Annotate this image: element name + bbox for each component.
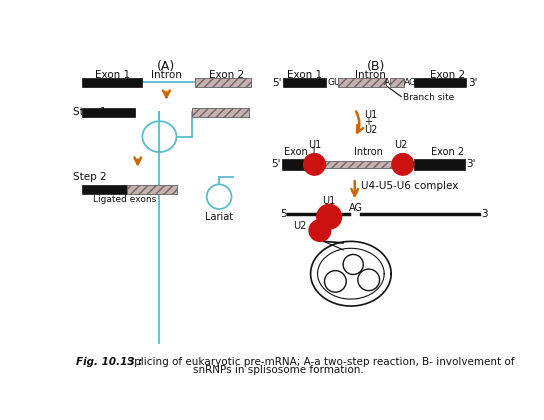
Bar [192, 108, 249, 117]
Text: U1: U1 [364, 110, 378, 120]
Circle shape [392, 154, 413, 175]
Text: Step 1: Step 1 [73, 107, 106, 117]
Bar [82, 78, 143, 87]
Bar [338, 78, 386, 87]
Text: AG: AG [349, 203, 362, 213]
Circle shape [325, 270, 346, 292]
Text: Lariat: Lariat [205, 212, 233, 222]
Bar [192, 108, 249, 117]
Circle shape [358, 269, 380, 291]
Text: Fig. 10.13 :: Fig. 10.13 : [76, 357, 142, 367]
Circle shape [304, 154, 325, 175]
Text: (A): (A) [157, 60, 176, 73]
Bar [195, 78, 251, 87]
Bar [82, 108, 135, 117]
Text: U2: U2 [364, 125, 378, 135]
Text: Ligated exons: Ligated exons [93, 195, 156, 204]
Text: 3': 3' [466, 159, 476, 169]
Bar [195, 78, 251, 87]
Text: 3: 3 [481, 210, 488, 219]
Text: 5': 5' [271, 159, 280, 169]
Bar [325, 160, 399, 168]
Text: (B): (B) [367, 60, 385, 73]
Text: Exon 2: Exon 2 [431, 147, 465, 157]
Text: Exon 2: Exon 2 [430, 71, 465, 80]
Text: Intron: Intron [354, 147, 383, 157]
Text: Exon 1: Exon 1 [284, 147, 317, 157]
Bar [390, 78, 404, 87]
Text: Exon 1: Exon 1 [287, 71, 322, 80]
Text: Intron: Intron [151, 71, 182, 80]
Text: A: A [384, 78, 390, 87]
Bar [390, 78, 404, 87]
Bar [325, 160, 399, 168]
Text: U2: U2 [394, 140, 408, 150]
Bar [82, 185, 127, 194]
Text: Splicing of eukaryotic pre-mRNA; A-a two-step reaction, B- involvement of: Splicing of eukaryotic pre-mRNA; A-a two… [121, 357, 514, 367]
Text: +: + [364, 117, 372, 127]
Text: U1: U1 [308, 140, 321, 150]
Text: Intron: Intron [355, 71, 386, 80]
Text: 3': 3' [468, 78, 478, 88]
Bar [282, 159, 311, 170]
Text: U4: U4 [363, 276, 375, 284]
Text: U6: U6 [329, 277, 342, 286]
Text: U4-U5-U6 complex: U4-U5-U6 complex [361, 181, 459, 191]
Text: Step 2: Step 2 [73, 173, 106, 182]
Text: Branch site: Branch site [403, 93, 454, 102]
Text: 5: 5 [280, 210, 287, 219]
Text: snRNPs in splisosome formation.: snRNPs in splisosome formation. [194, 365, 364, 375]
Text: U1: U1 [323, 196, 336, 206]
Text: AG: AG [404, 78, 417, 87]
Circle shape [309, 220, 331, 241]
Text: GU: GU [327, 78, 341, 87]
Bar [413, 78, 466, 87]
Bar [415, 159, 465, 170]
Bar [127, 185, 177, 194]
Text: Exon 1: Exon 1 [95, 71, 131, 80]
Bar [283, 78, 326, 87]
Text: U2: U2 [293, 221, 307, 231]
Text: AG: AG [400, 160, 413, 169]
Text: 5': 5' [273, 78, 282, 88]
Bar [338, 78, 386, 87]
Circle shape [343, 255, 363, 275]
Text: Exon 2: Exon 2 [209, 71, 244, 80]
Bar [127, 185, 177, 194]
Circle shape [317, 205, 342, 229]
Text: U5: U5 [347, 260, 360, 269]
